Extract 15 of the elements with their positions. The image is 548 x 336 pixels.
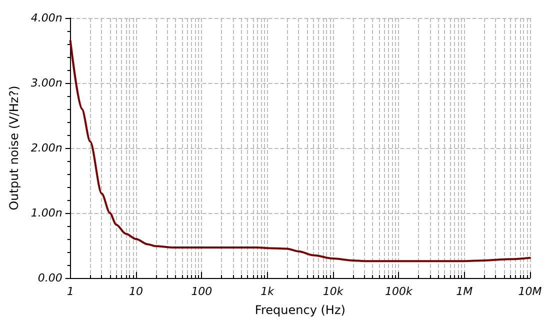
y-tick-label: 4.00n bbox=[30, 12, 62, 24]
x-tick-label: 1k bbox=[260, 285, 275, 298]
x-tick-label: 100 bbox=[191, 285, 212, 298]
y-tick-label: 1.00n bbox=[30, 206, 62, 220]
x-tick-label: 10 bbox=[129, 285, 144, 298]
x-tick-label: 100k bbox=[384, 285, 413, 298]
y-tick-label: 3.00n bbox=[30, 76, 62, 90]
y-tick-label: 2.00n bbox=[30, 142, 62, 154]
x-axis-title: Frequency (Hz) bbox=[254, 303, 346, 317]
x-tick-label: 10k bbox=[322, 285, 344, 298]
y-tick-label: 0.00 bbox=[38, 272, 62, 284]
x-tick-label: 10M bbox=[518, 285, 542, 298]
x-tick-label: 1M bbox=[456, 285, 474, 298]
x-tick-label: 1 bbox=[66, 285, 74, 298]
y-axis-title: Output noise (V/Hz?) bbox=[7, 86, 21, 210]
